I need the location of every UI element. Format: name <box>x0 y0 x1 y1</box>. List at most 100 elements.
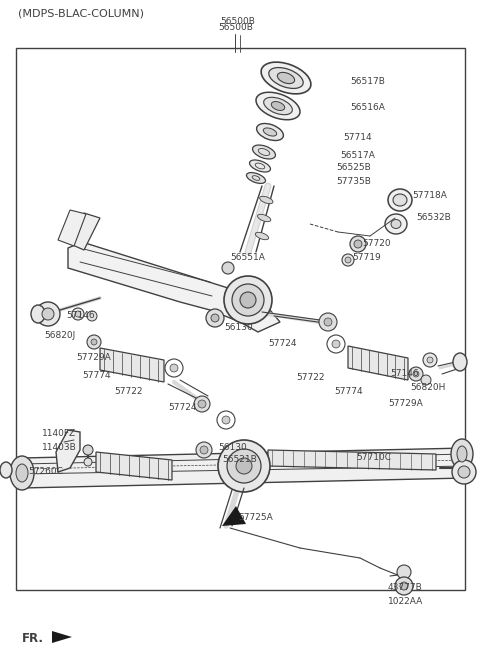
Ellipse shape <box>324 318 332 326</box>
Text: 1022AA: 1022AA <box>388 596 423 606</box>
Polygon shape <box>222 506 246 526</box>
Ellipse shape <box>271 102 285 110</box>
Text: 57724: 57724 <box>268 339 297 349</box>
Text: 57729A: 57729A <box>76 353 111 363</box>
Bar <box>16 48 465 590</box>
Text: 57774: 57774 <box>82 371 110 380</box>
Text: 56521B: 56521B <box>222 456 257 465</box>
Ellipse shape <box>400 582 408 590</box>
Ellipse shape <box>261 62 311 94</box>
Polygon shape <box>68 213 100 250</box>
Text: 56130: 56130 <box>218 442 247 452</box>
Text: 56820H: 56820H <box>410 384 445 392</box>
Ellipse shape <box>409 367 423 381</box>
Ellipse shape <box>277 72 295 84</box>
Ellipse shape <box>388 189 412 211</box>
Text: 56532B: 56532B <box>416 214 451 222</box>
Ellipse shape <box>87 311 97 321</box>
Polygon shape <box>100 348 164 382</box>
Text: 57719: 57719 <box>352 254 381 262</box>
Ellipse shape <box>218 440 270 492</box>
Ellipse shape <box>395 577 413 595</box>
Ellipse shape <box>194 396 210 412</box>
Text: 57146: 57146 <box>390 369 419 378</box>
Polygon shape <box>268 450 436 470</box>
Text: 11403B: 11403B <box>42 442 77 452</box>
Ellipse shape <box>255 232 269 240</box>
Text: 57720: 57720 <box>362 240 391 248</box>
Polygon shape <box>96 452 172 480</box>
Text: 57774: 57774 <box>334 388 362 396</box>
Ellipse shape <box>457 446 467 462</box>
Ellipse shape <box>252 145 276 159</box>
Text: 56820J: 56820J <box>44 331 75 341</box>
Ellipse shape <box>198 400 206 408</box>
Ellipse shape <box>264 128 276 136</box>
Ellipse shape <box>236 458 252 474</box>
Ellipse shape <box>170 364 178 372</box>
Polygon shape <box>348 346 408 380</box>
Ellipse shape <box>217 411 235 429</box>
Text: 1140FZ: 1140FZ <box>42 430 76 438</box>
Ellipse shape <box>250 160 270 172</box>
Text: (MDPS-BLAC-COLUMN): (MDPS-BLAC-COLUMN) <box>18 8 144 18</box>
Ellipse shape <box>222 262 234 274</box>
Ellipse shape <box>246 173 265 183</box>
Ellipse shape <box>391 220 401 228</box>
Ellipse shape <box>264 98 292 115</box>
Text: 57729A: 57729A <box>388 400 423 408</box>
Ellipse shape <box>421 375 431 385</box>
Ellipse shape <box>87 335 101 349</box>
Ellipse shape <box>232 284 264 316</box>
Text: 56130: 56130 <box>224 323 253 333</box>
Text: 57260C: 57260C <box>28 467 63 477</box>
Ellipse shape <box>0 462 12 478</box>
Text: 56551A: 56551A <box>230 252 265 262</box>
Text: 57722: 57722 <box>296 373 324 382</box>
Ellipse shape <box>222 416 230 424</box>
Ellipse shape <box>42 308 54 320</box>
Ellipse shape <box>84 458 92 466</box>
Ellipse shape <box>354 240 362 248</box>
Text: 56516A: 56516A <box>350 104 385 112</box>
Ellipse shape <box>350 236 366 252</box>
Ellipse shape <box>342 254 354 266</box>
Text: FR.: FR. <box>22 631 44 645</box>
Text: 56525B: 56525B <box>336 163 371 173</box>
Polygon shape <box>68 242 280 332</box>
Text: 56500B: 56500B <box>218 23 253 33</box>
Ellipse shape <box>31 305 45 323</box>
Text: 57714: 57714 <box>343 133 372 143</box>
Ellipse shape <box>16 464 28 482</box>
Ellipse shape <box>453 353 467 371</box>
Ellipse shape <box>165 359 183 377</box>
Text: 57722: 57722 <box>114 388 143 396</box>
Ellipse shape <box>200 446 208 454</box>
Ellipse shape <box>332 340 340 348</box>
Ellipse shape <box>211 314 219 322</box>
Ellipse shape <box>393 194 407 206</box>
Ellipse shape <box>256 92 300 120</box>
Text: 56517A: 56517A <box>340 151 375 159</box>
Ellipse shape <box>257 124 283 141</box>
Ellipse shape <box>10 456 34 490</box>
Text: 57725A: 57725A <box>238 513 273 523</box>
Ellipse shape <box>72 308 84 320</box>
Ellipse shape <box>227 449 261 483</box>
Ellipse shape <box>319 313 337 331</box>
Ellipse shape <box>452 460 476 484</box>
Ellipse shape <box>75 311 81 317</box>
Ellipse shape <box>327 335 345 353</box>
Ellipse shape <box>257 214 271 222</box>
Ellipse shape <box>385 214 407 234</box>
Text: 57735B: 57735B <box>336 177 371 185</box>
Ellipse shape <box>206 309 224 327</box>
Ellipse shape <box>413 371 419 377</box>
Text: 56517B: 56517B <box>350 78 385 86</box>
Ellipse shape <box>458 466 470 478</box>
Ellipse shape <box>397 565 411 579</box>
Ellipse shape <box>224 276 272 324</box>
Ellipse shape <box>196 442 212 458</box>
Text: 43777B: 43777B <box>388 584 423 592</box>
Ellipse shape <box>423 353 437 367</box>
